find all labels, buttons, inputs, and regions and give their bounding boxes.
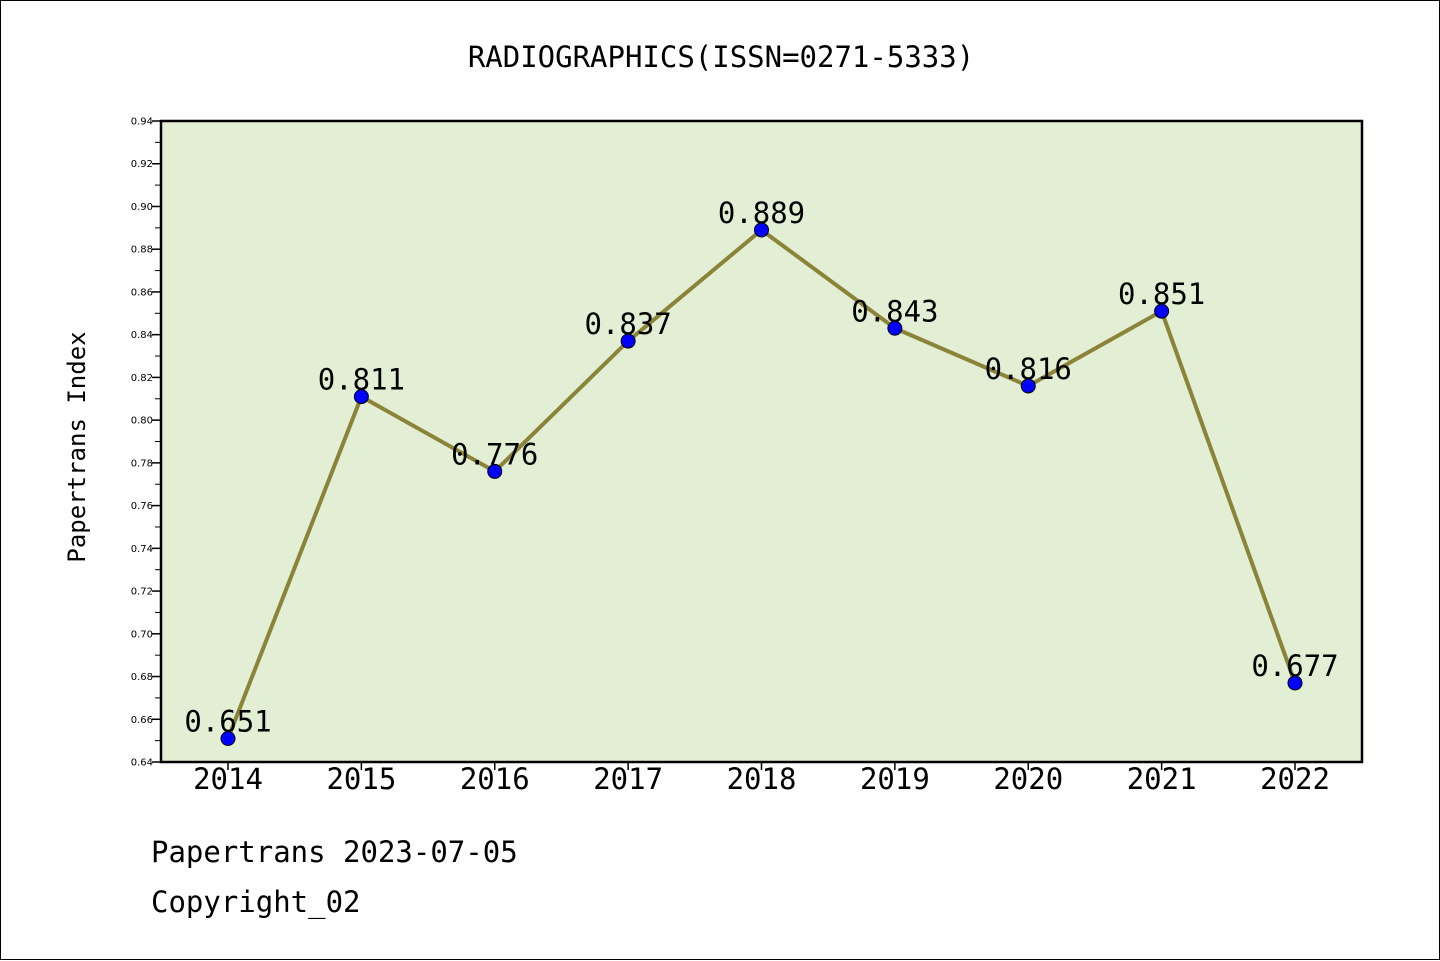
data-point (754, 222, 769, 238)
data-label: 0.816 (985, 352, 1072, 386)
data-label: 0.776 (451, 437, 538, 471)
data-point (1154, 303, 1170, 319)
x-tick-label: 2022 (1260, 762, 1330, 796)
y-tick-label: 0.78 (131, 458, 153, 469)
data-point (620, 333, 636, 349)
data-labels: 0.651 0.811 0.776 0.837 0.889 0.843 0.816 0.851… (184, 196, 1338, 739)
x-tick-label: 2021 (1127, 762, 1197, 796)
data-points (220, 222, 1303, 746)
y-tick-label: 0.80 (131, 416, 153, 427)
x-tick-label: 2018 (727, 762, 797, 796)
x-tick-label: 2016 (460, 762, 530, 796)
y-tick-label: 0.94 (131, 117, 153, 128)
y-tick-label: 0.90 (131, 202, 153, 213)
x-axis: 2014 2015 2016 2017 2018 2019 2020 2021 2022 (193, 762, 1330, 796)
data-label: 0.811 (318, 363, 405, 397)
x-tick-label: 2017 (593, 762, 663, 796)
footer-date: Papertrans 2023-07-05 (151, 835, 518, 869)
x-tick-label: 2015 (326, 762, 396, 796)
data-label: 0.843 (851, 294, 938, 328)
data-point (1287, 675, 1303, 691)
y-tick-label: 0.64 (131, 758, 153, 769)
chart-title: RADIOGRAPHICS(ISSN=0271-5333) (468, 40, 974, 74)
data-label: 0.837 (584, 307, 671, 341)
y-tick-label: 0.84 (131, 330, 153, 341)
y-tick-label: 0.82 (131, 373, 153, 384)
data-point (353, 389, 369, 405)
data-point (887, 320, 903, 336)
data-label: 0.677 (1251, 649, 1338, 683)
x-tick-label: 2019 (860, 762, 930, 796)
y-tick-label: 0.86 (131, 287, 153, 298)
x-tick-label: 2020 (993, 762, 1063, 796)
footer-copyright: Copyright_02 (151, 885, 361, 919)
data-point (487, 463, 503, 479)
y-tick-label: 0.76 (131, 501, 153, 512)
y-tick-label: 0.70 (131, 629, 153, 640)
data-point (1020, 378, 1036, 394)
y-tick-label: 0.74 (131, 544, 153, 555)
y-axis-label: Papertrans Index (63, 331, 91, 562)
y-tick-label: 0.68 (131, 672, 153, 683)
data-label: 0.889 (718, 196, 805, 230)
y-tick-label: 0.92 (131, 159, 153, 170)
y-tick-label: 0.66 (131, 715, 153, 726)
x-tick-label: 2014 (193, 762, 263, 796)
data-point (220, 730, 236, 746)
y-tick-label: 0.88 (131, 245, 153, 256)
y-axis: 0.64 0.66 0.68 0.70 0.72 0.74 0.76 0.78 0.80 0.82… (131, 117, 161, 769)
data-label: 0.651 (184, 704, 271, 738)
data-label: 0.851 (1118, 277, 1205, 311)
y-tick-label: 0.72 (131, 587, 153, 598)
